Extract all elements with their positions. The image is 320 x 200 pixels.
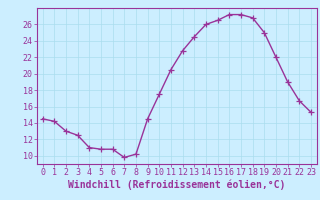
X-axis label: Windchill (Refroidissement éolien,°C): Windchill (Refroidissement éolien,°C) [68,180,285,190]
